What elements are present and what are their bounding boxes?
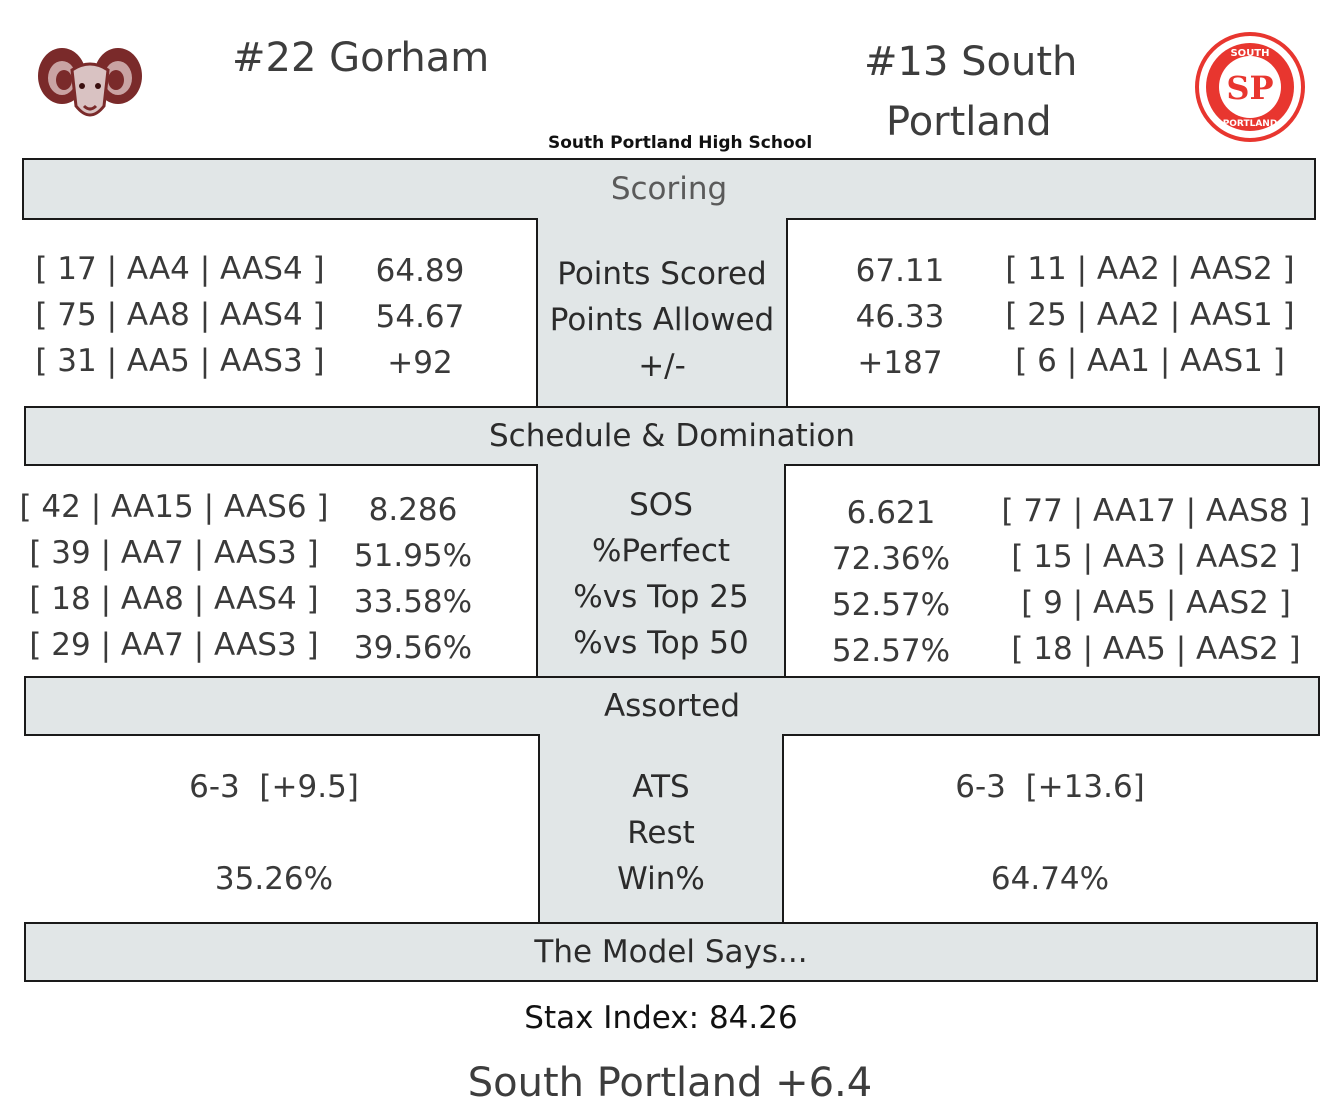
rank-cell: [ 11 | AA2 | AAS2 ] xyxy=(1005,251,1295,287)
rank-cell: [ 18 | AA5 | AAS2 ] xyxy=(1011,631,1301,667)
sp-seal-icon: SOUTH SP PORTLAND xyxy=(1195,32,1305,142)
value-cell: +187 xyxy=(857,345,943,381)
rank-cell: [ 31 | AA5 | AAS3 ] xyxy=(35,343,325,379)
rest-value xyxy=(800,810,1300,856)
stat-label: %Perfect xyxy=(591,533,731,569)
schedule-away-values: 6.621 72.36% 52.57% 52.57% xyxy=(810,490,972,674)
assorted-labels: ATS Rest Win% xyxy=(540,764,782,902)
value-cell: 39.56% xyxy=(353,630,473,666)
stat-label: Win% xyxy=(617,861,705,897)
logo-text-top: SOUTH xyxy=(1230,48,1269,59)
scoring-away-ranks: [ 11 | AA2 | AAS2 ] [ 25 | AA2 | AAS1 ] … xyxy=(994,246,1306,384)
scoring-away-values: 67.11 46.33 +187 xyxy=(820,248,980,386)
stat-label: Points Allowed xyxy=(549,302,775,338)
win-pct-value: 35.26% xyxy=(214,861,334,897)
schedule-label-column xyxy=(536,464,786,678)
logo-text-bottom: PORTLAND xyxy=(1223,119,1278,129)
gorham-logo xyxy=(34,40,146,126)
stat-label: ATS xyxy=(632,769,690,805)
schedule-away-ranks: [ 77 | AA17 | AAS8 ] [ 15 | AA3 | AAS2 ]… xyxy=(1000,488,1312,672)
value-cell: 52.57% xyxy=(831,633,951,669)
ats-value: 6-3 [+9.5] xyxy=(189,769,359,805)
scoring-label-column xyxy=(536,218,788,408)
rank-cell: [ 9 | AA5 | AAS2 ] xyxy=(1021,585,1291,621)
scoring-home-values: 64.89 54.67 +92 xyxy=(340,248,500,386)
scoring-home-ranks: [ 17 | AA4 | AAS4 ] [ 75 | AA8 | AAS4 ] … xyxy=(24,246,336,384)
south-portland-logo: SOUTH SP PORTLAND xyxy=(1192,32,1308,142)
rank-cell: [ 29 | AA7 | AAS3 ] xyxy=(29,627,319,663)
schedule-home-ranks: [ 42 | AA15 | AAS6 ] [ 39 | AA7 | AAS3 ]… xyxy=(18,484,330,668)
rank-cell: [ 25 | AA2 | AAS1 ] xyxy=(1005,297,1295,333)
logo-text-mid: SP xyxy=(1226,69,1273,107)
value-cell: 33.58% xyxy=(353,584,473,620)
rank-cell: [ 18 | AA8 | AAS4 ] xyxy=(29,581,319,617)
away-team-title-line1: #13 South xyxy=(864,39,1078,85)
assorted-header: Assorted xyxy=(24,676,1320,736)
rank-cell: [ 42 | AA15 | AAS6 ] xyxy=(19,489,329,525)
schedule-labels: SOS %Perfect %vs Top 25 %vs Top 50 xyxy=(538,482,784,666)
stat-label: SOS xyxy=(629,487,693,523)
stat-label: +/- xyxy=(638,348,686,384)
schedule-home-values: 8.286 51.95% 33.58% 39.56% xyxy=(332,487,494,671)
stat-label: Rest xyxy=(627,815,695,851)
home-team-title: #22 Gorham xyxy=(232,35,490,81)
assorted-home: 6-3 [+9.5] 35.26% xyxy=(24,764,524,902)
schedule-header: Schedule & Domination xyxy=(24,406,1320,466)
value-cell: 72.36% xyxy=(831,541,951,577)
value-cell: 51.95% xyxy=(353,538,473,574)
stat-label: %vs Top 50 xyxy=(573,625,749,661)
value-cell: 6.621 xyxy=(846,495,936,531)
scoring-header: Scoring xyxy=(22,158,1316,220)
rank-cell: [ 77 | AA17 | AAS8 ] xyxy=(1001,493,1311,529)
value-cell: 54.67 xyxy=(375,299,465,335)
rank-cell: [ 6 | AA1 | AAS1 ] xyxy=(1015,343,1285,379)
value-cell: +92 xyxy=(387,345,453,381)
value-cell: 67.11 xyxy=(855,253,945,289)
ats-value: 6-3 [+13.6] xyxy=(955,769,1145,805)
value-cell: 52.57% xyxy=(831,587,951,623)
value-cell: 64.89 xyxy=(375,253,465,289)
win-pct-value: 64.74% xyxy=(990,861,1110,897)
venue-label: South Portland High School xyxy=(548,133,813,153)
scoring-labels: Points Scored Points Allowed +/- xyxy=(538,251,786,389)
rest-value xyxy=(24,810,524,856)
rank-cell: [ 75 | AA8 | AAS4 ] xyxy=(35,297,325,333)
ram-head-icon xyxy=(38,48,142,117)
stat-label: Points Scored xyxy=(557,256,767,292)
value-cell: 46.33 xyxy=(855,299,945,335)
stat-label: %vs Top 25 xyxy=(573,579,749,615)
rank-cell: [ 39 | AA7 | AAS3 ] xyxy=(29,535,319,571)
model-pick: South Portland +6.4 xyxy=(467,1060,873,1106)
away-team-title-line2: Portland xyxy=(886,99,1052,145)
model-header: The Model Says... xyxy=(24,922,1318,982)
value-cell: 8.286 xyxy=(368,492,458,528)
rank-cell: [ 15 | AA3 | AAS2 ] xyxy=(1011,539,1301,575)
rank-cell: [ 17 | AA4 | AAS4 ] xyxy=(35,251,325,287)
assorted-label-column xyxy=(538,734,784,924)
stax-index: Stax Index: 84.26 xyxy=(524,1000,798,1036)
assorted-away: 6-3 [+13.6] 64.74% xyxy=(800,764,1300,902)
